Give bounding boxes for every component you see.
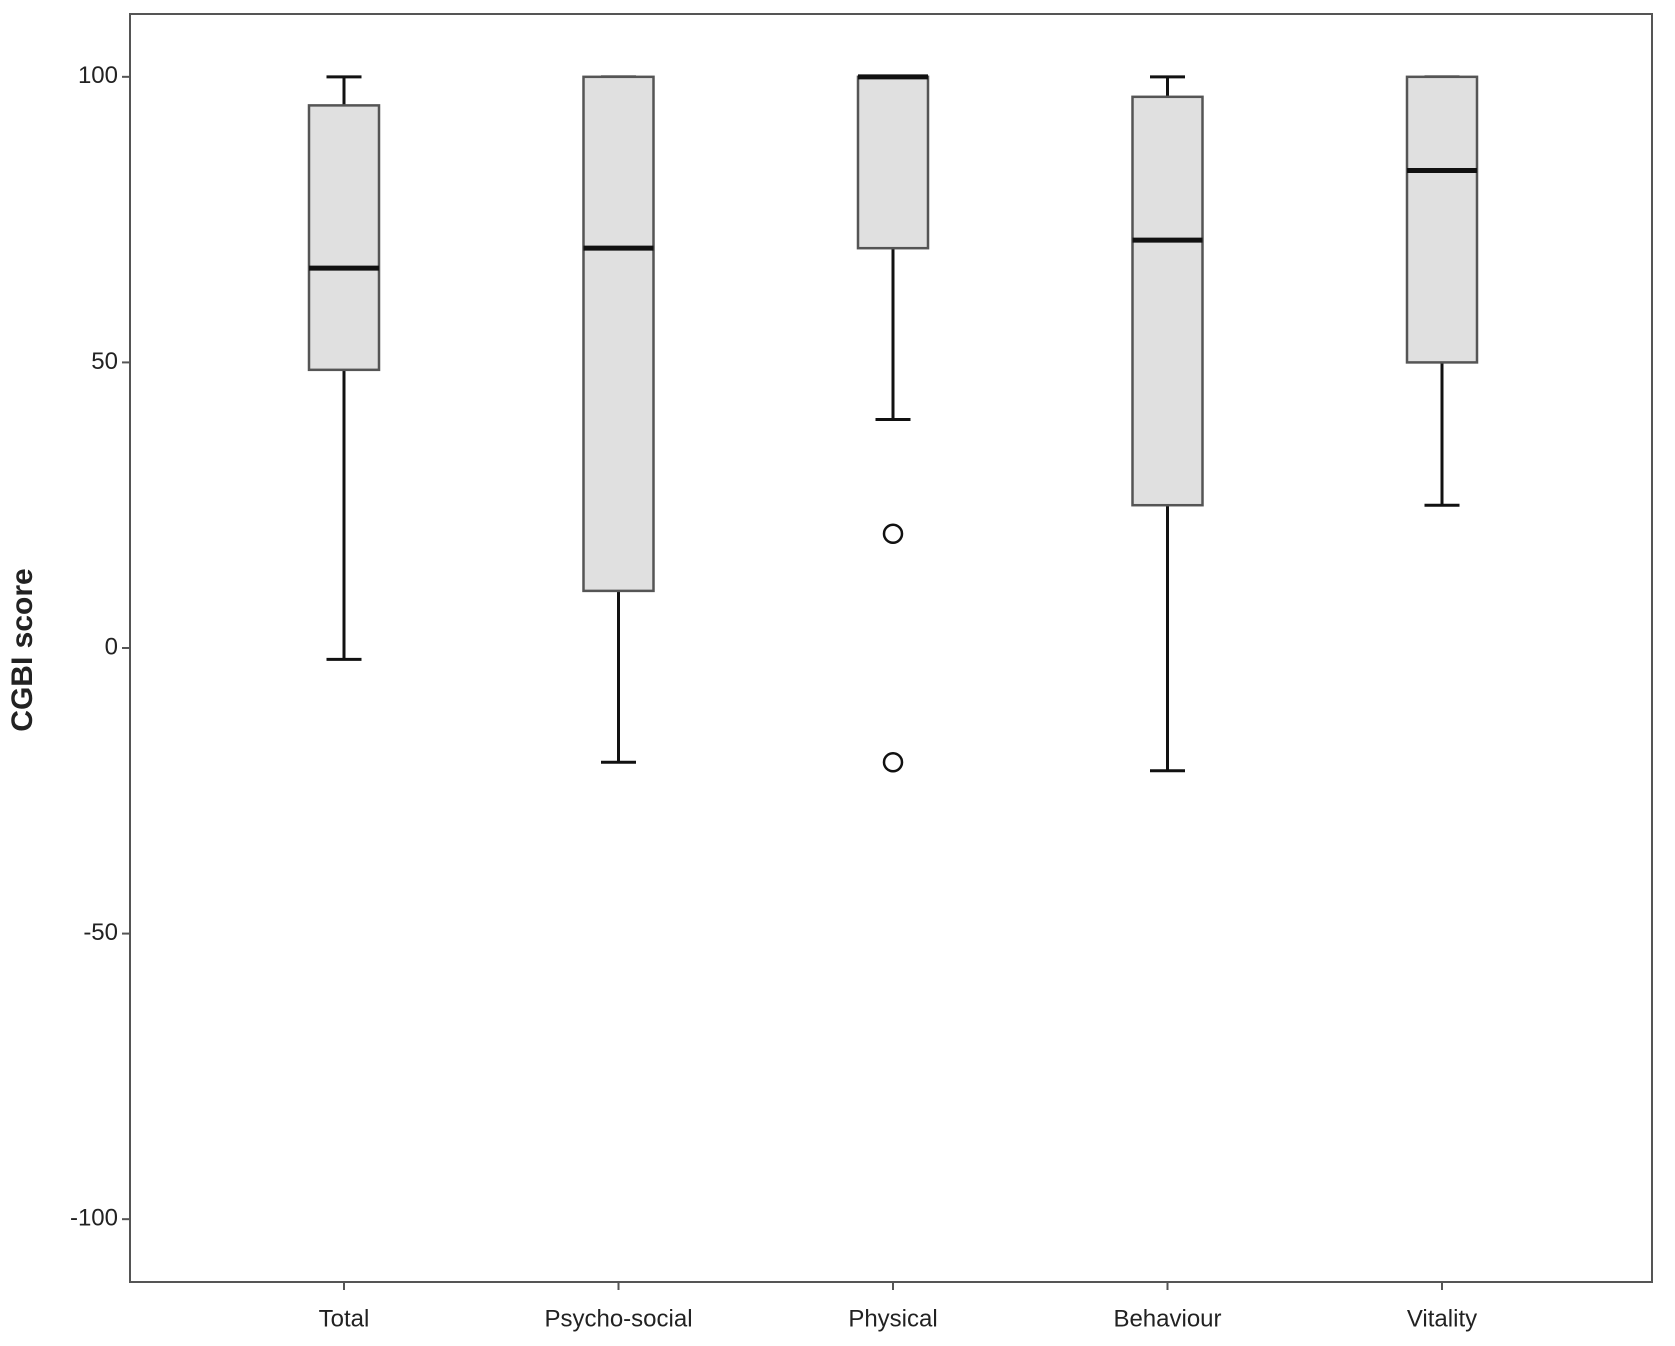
- y-tick-label: 100: [78, 62, 118, 89]
- outlier: [882, 523, 904, 545]
- box: [582, 75, 655, 593]
- box: [856, 75, 930, 250]
- y-tick-label: 0: [105, 633, 118, 660]
- box: [1131, 95, 1204, 507]
- box: [307, 104, 381, 372]
- x-tick-label: Total: [319, 1305, 370, 1332]
- x-tick-label: Vitality: [1407, 1305, 1477, 1332]
- y-tick-label: -50: [83, 919, 118, 946]
- box: [1405, 75, 1479, 364]
- x-tick-label: Behaviour: [1113, 1305, 1221, 1332]
- y-tick-label: -100: [70, 1205, 118, 1232]
- y-axis-label: CGBI score: [6, 568, 39, 731]
- x-tick-label: Psycho-social: [544, 1305, 692, 1332]
- x-tick-label: Physical: [848, 1305, 937, 1332]
- y-tick-label: 50: [91, 348, 118, 375]
- outlier: [882, 751, 904, 773]
